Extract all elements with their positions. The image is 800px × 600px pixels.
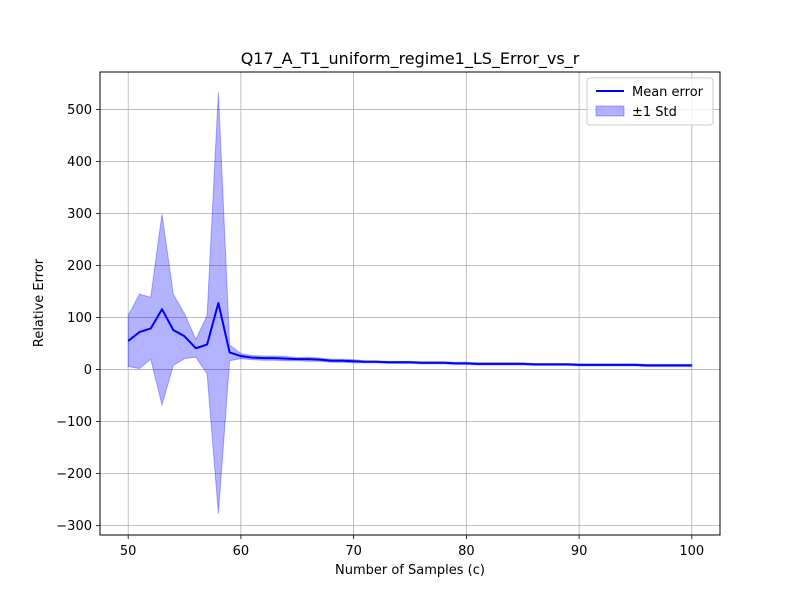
y-tick-label: 0 (84, 363, 92, 378)
y-tick-label: 200 (67, 259, 92, 274)
plot-area (100, 72, 720, 535)
x-tick-label: 60 (233, 544, 250, 559)
y-tick-label: 400 (67, 155, 92, 170)
y-tick-label: 100 (67, 311, 92, 326)
x-tick-label: 90 (571, 544, 588, 559)
legend-box (586, 77, 714, 126)
legend-label-mean-error: Mean error (632, 85, 704, 100)
y-tick-label: −200 (56, 467, 92, 482)
legend-band-swatch (595, 105, 625, 117)
y-axis-label: Relative Error (32, 258, 47, 347)
x-tick-label: 50 (120, 544, 137, 559)
chart-title: Q17_A_T1_uniform_regime1_LS_Error_vs_r (241, 49, 580, 69)
mean-error-line (127, 301, 692, 367)
x-tick-label: 70 (345, 544, 362, 559)
x-axis-label: Number of Samples (c) (335, 563, 485, 578)
legend: Mean error ±1 Std (586, 77, 714, 126)
x-tick-label: 80 (458, 544, 475, 559)
mean-line-layer (127, 301, 692, 367)
x-tick-label: 100 (679, 544, 704, 559)
y-tick-label: 500 (67, 103, 92, 118)
y-tick-label: 300 (67, 207, 92, 222)
std-band (127, 92, 693, 514)
legend-label-std: ±1 Std (632, 105, 677, 120)
ticks: 50 60 70 80 90 100 −300 −200 −100 0 100 200 300 400 50… (56, 103, 704, 559)
grid (100, 72, 720, 535)
y-tick-label: −100 (56, 415, 92, 430)
y-tick-label: −300 (56, 519, 92, 534)
std-band-layer (127, 92, 693, 514)
axes-frame (99, 71, 721, 536)
